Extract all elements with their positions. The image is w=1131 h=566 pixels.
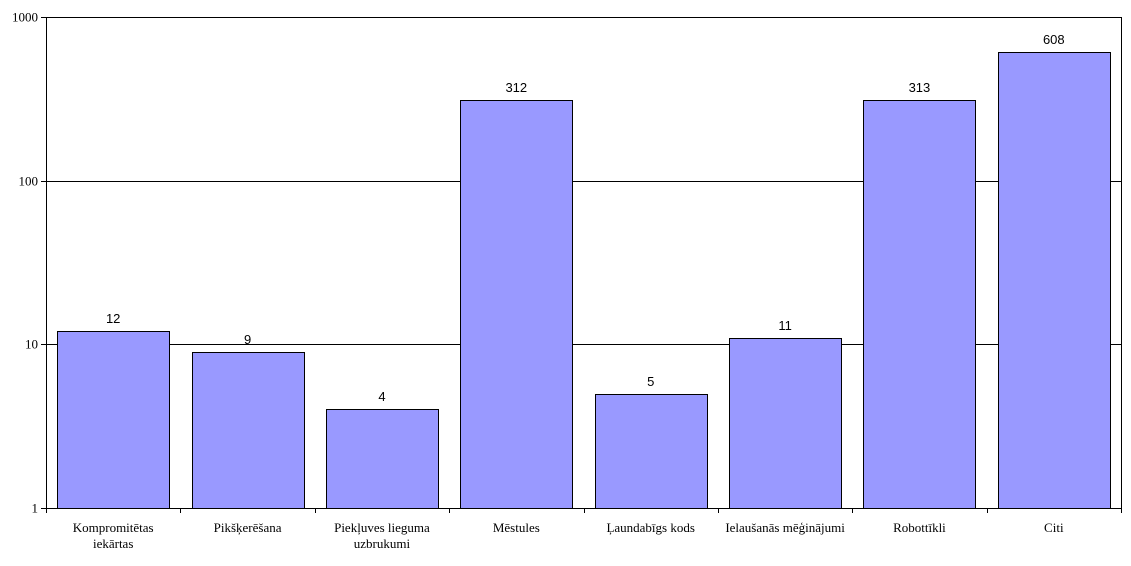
y-tick-label: 1000 (12, 10, 38, 25)
data-label: 608 (1043, 32, 1065, 47)
bar (595, 394, 708, 509)
bar (192, 352, 305, 509)
data-labels: 12 9 4 312 5 11 313 608 (106, 32, 1065, 404)
y-axis: 1 10 100 1000 (12, 10, 46, 516)
category-label-line: Ielaušanās mēģinājumi (725, 520, 845, 535)
category-label: Pikšķerēšana (214, 520, 282, 535)
category-label: Robottīkli (893, 520, 946, 535)
category-label-line: Ļaundabīgs kods (606, 520, 694, 535)
category-label: Ielaušanās mēģinājumi (725, 520, 845, 535)
data-label: 12 (106, 311, 120, 326)
category-label: Ļaundabīgs kods (606, 520, 694, 535)
category-labels: Kompromitētas iekārtas Pikšķerēšana Piekļuv… (73, 520, 1064, 551)
data-label: 5 (647, 374, 654, 389)
bar (863, 100, 976, 509)
category-label-line: Robottīkli (893, 520, 946, 535)
category-label: Citi (1044, 520, 1064, 535)
bar (326, 409, 439, 509)
bar (998, 52, 1111, 509)
category-label: Mēstules (493, 520, 540, 535)
category-label-line: Kompromitētas (73, 520, 154, 535)
category-label: Piekļuves lieguma uzbrukumi (334, 520, 430, 551)
category-label: Kompromitētas iekārtas (73, 520, 154, 551)
category-label-line: Pikšķerēšana (214, 520, 282, 535)
category-label-line: iekārtas (93, 536, 133, 551)
bar (57, 331, 170, 509)
bar (460, 100, 573, 509)
bar (729, 338, 842, 509)
category-label-line: uzbrukumi (354, 536, 411, 551)
y-tick-label: 1 (32, 501, 39, 516)
data-label: 312 (505, 80, 527, 95)
data-label: 11 (778, 318, 792, 333)
y-tick-label: 100 (19, 174, 39, 189)
data-label: 4 (378, 389, 385, 404)
y-tick-label: 10 (25, 337, 38, 352)
data-label: 313 (909, 80, 931, 95)
category-label-line: Mēstules (493, 520, 540, 535)
category-label-line: Piekļuves lieguma (334, 520, 430, 535)
data-label: 9 (244, 332, 251, 347)
category-label-line: Citi (1044, 520, 1064, 535)
bars (57, 52, 1111, 509)
x-axis (46, 508, 1122, 513)
